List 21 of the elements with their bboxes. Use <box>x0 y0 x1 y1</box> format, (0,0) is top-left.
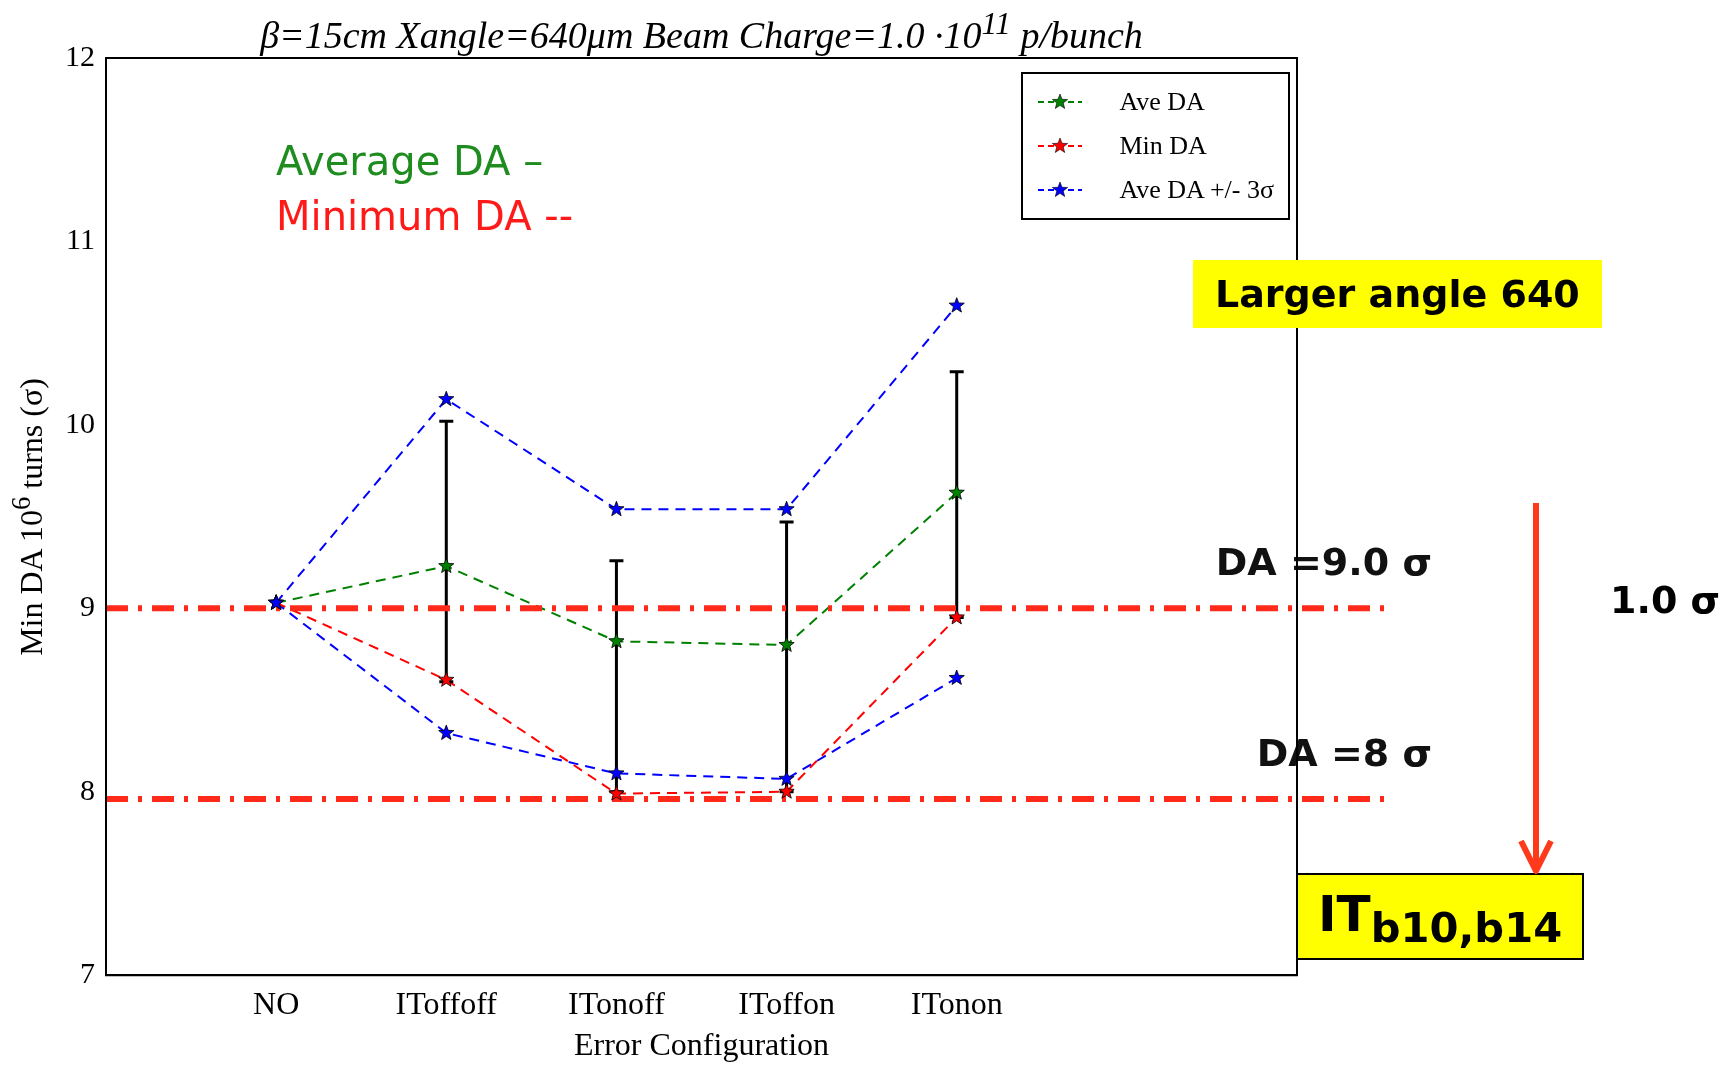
y-tick-label: 12 <box>65 38 95 72</box>
x-tick-label: ITonoff <box>568 984 666 1021</box>
legend-label: Min DA <box>1119 131 1207 161</box>
x-tick-label: IToffoff <box>395 984 498 1021</box>
y-tick-label: 7 <box>80 956 95 990</box>
y-tick-label: 11 <box>66 222 95 256</box>
y-tick-label: 10 <box>65 405 95 439</box>
x-axis-title: Error Configuration <box>573 1026 830 1063</box>
annotation: Average DA – <box>276 138 544 184</box>
text: 1.0 σ <box>1610 578 1721 622</box>
x-tick-label: IToffon <box>738 984 835 1021</box>
annotation: Minimum DA -- <box>276 193 574 239</box>
legend-label: Ave DA +/- 3σ <box>1119 175 1274 205</box>
y-tick-label: 8 <box>80 772 95 806</box>
x-tick-label: NO <box>253 984 300 1021</box>
y-tick-label: 9 <box>80 589 95 623</box>
chart-title: β=15cm Xangle=640μm Beam Charge=1.0 ·10$^{11}$ p/bunch <box>258 6 1144 57</box>
text: Larger angle 640 <box>1193 260 1602 328</box>
x-tick-label: ITonon <box>910 984 1003 1021</box>
text: IT$_{b10,b14}$ <box>1296 873 1585 960</box>
legend-label: Ave DA <box>1119 87 1205 117</box>
